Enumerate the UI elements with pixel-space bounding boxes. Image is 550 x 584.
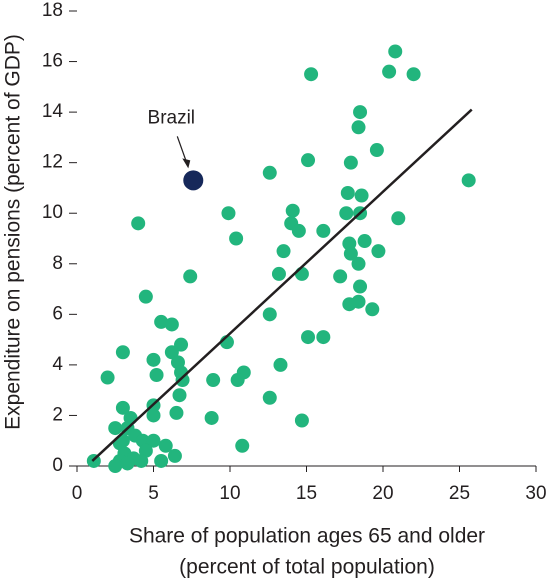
point [276, 244, 291, 259]
point [169, 405, 184, 420]
point [154, 314, 169, 329]
x-axis-title: Share of population ages 65 and older [129, 525, 485, 548]
point [154, 453, 169, 468]
point [146, 433, 161, 448]
point [353, 279, 368, 294]
point [164, 345, 179, 360]
y-tick-label: 0 [52, 455, 63, 476]
point [204, 410, 219, 425]
point [294, 266, 309, 281]
point [262, 390, 277, 405]
point [354, 188, 369, 203]
point [158, 438, 173, 453]
point [301, 153, 316, 168]
y-tick-label: 10 [42, 202, 63, 223]
y-tick-label: 4 [52, 354, 63, 375]
point [343, 155, 358, 170]
y-tick-label: 8 [52, 253, 63, 274]
point [100, 370, 115, 385]
y-axis-title: Expenditure on pensions (percent of GDP) [2, 34, 25, 430]
x-tick-label: 5 [148, 483, 159, 504]
y-tick-label: 14 [42, 101, 64, 122]
y-tick-label: 16 [42, 51, 63, 72]
point [353, 105, 368, 120]
point [316, 223, 331, 238]
x-tick-label: 10 [219, 483, 240, 504]
point [351, 294, 366, 309]
point [391, 211, 406, 226]
point [316, 330, 331, 345]
point [138, 289, 153, 304]
point [351, 256, 366, 271]
x-tick-label: 15 [296, 483, 317, 504]
y-tick-label: 2 [52, 404, 63, 425]
point [388, 44, 403, 59]
point [304, 67, 319, 82]
point [285, 203, 300, 218]
annotation: Brazil [148, 107, 196, 128]
point [115, 345, 130, 360]
point [172, 388, 187, 403]
point [461, 173, 476, 188]
y-tick-label: 12 [42, 152, 63, 173]
point [365, 302, 380, 317]
point [369, 143, 384, 158]
point [183, 269, 198, 284]
point [271, 266, 286, 281]
x-tick-label: 30 [525, 483, 546, 504]
point [301, 330, 316, 345]
point [229, 231, 244, 246]
annotation-arrowhead [182, 158, 191, 169]
point [273, 357, 288, 372]
point [343, 246, 358, 261]
point [333, 269, 348, 284]
y-tick-label: 18 [42, 0, 63, 21]
point [351, 120, 366, 135]
point [115, 400, 130, 415]
point [206, 373, 221, 388]
point [230, 373, 245, 388]
point [134, 453, 149, 468]
point [167, 448, 182, 463]
point [235, 438, 250, 453]
point [382, 64, 397, 79]
point [340, 186, 355, 200]
highlight-point [183, 170, 204, 191]
point [262, 165, 277, 180]
x-axis-title: (percent of total population) [179, 556, 435, 579]
point [146, 352, 161, 367]
fit-line [91, 108, 473, 462]
point [294, 413, 309, 428]
point [406, 67, 421, 82]
point [108, 421, 123, 436]
x-tick-label: 20 [372, 483, 393, 504]
point [262, 307, 277, 322]
point [371, 244, 386, 259]
x-tick-label: 25 [449, 483, 470, 504]
point [131, 216, 146, 231]
point [120, 456, 135, 471]
point [221, 206, 236, 221]
point [146, 408, 161, 423]
point [291, 223, 306, 238]
point [339, 206, 354, 221]
point [175, 373, 190, 388]
point [357, 234, 372, 249]
point [149, 368, 164, 382]
x-tick-label: 0 [72, 483, 83, 504]
point [108, 459, 123, 473]
point [164, 317, 179, 332]
y-tick-label: 6 [52, 303, 63, 324]
